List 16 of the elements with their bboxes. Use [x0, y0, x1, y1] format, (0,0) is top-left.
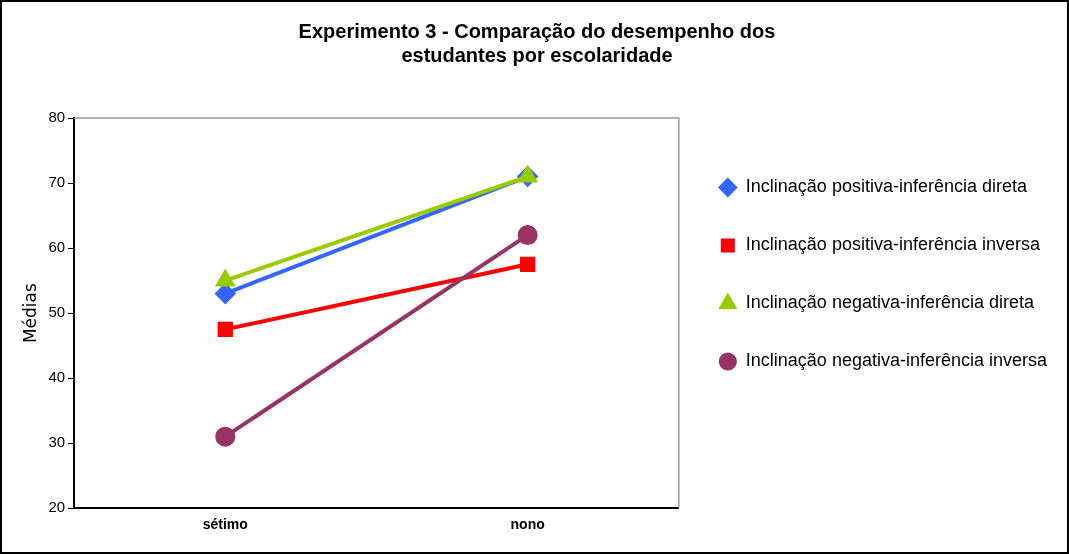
legend-label: Inclinação positiva-inferência inversa	[745, 234, 1041, 255]
x-tick-label: nono	[510, 516, 545, 533]
legend-label: Inclinação negativa-inferência direta	[745, 292, 1035, 313]
y-tick-label: 80	[48, 108, 66, 126]
y-tick-label: 30	[48, 433, 66, 451]
y-tick-label: 50	[48, 303, 66, 321]
text: estudantes por escolaridade	[401, 43, 673, 66]
legend-label: Inclinação negativa-inferência inversa	[745, 350, 1048, 371]
legend-label: Inclinação positiva-inferência direta	[745, 176, 1028, 197]
y-tick-label: 40	[48, 368, 66, 386]
y-axis-title: Médias	[19, 283, 40, 344]
x-tick-label: sétimo	[202, 516, 248, 533]
y-tick-label: 60	[48, 238, 66, 256]
text: Experimento 3 - Comparação do desempenho dos	[298, 19, 776, 42]
y-tick-label: 70	[48, 173, 66, 191]
y-tick-label: 20	[48, 498, 66, 516]
